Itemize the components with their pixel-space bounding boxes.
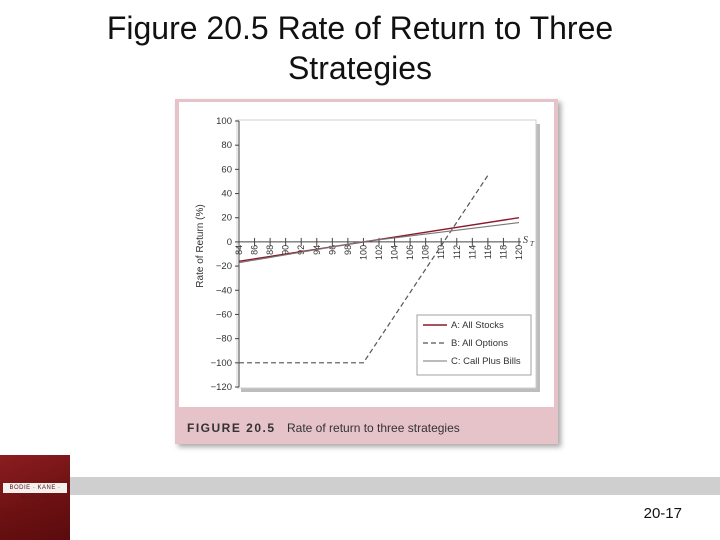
x-tick-label: 112 [452, 245, 462, 259]
x-tick-label: 114 [467, 245, 477, 259]
logo-strip: BODIE · KANE · MARCUS [3, 483, 67, 501]
y-tick-label: 20 [221, 213, 232, 224]
x-tick-label: 120 [514, 245, 524, 260]
figure-caption: Rate of return to three strategies [287, 421, 460, 435]
figure-card: 100 80 60 40 20 0 −20 −40 −60 −80 −100 −120 84 86 88 90… [175, 99, 558, 444]
y-tick-label: 40 [221, 189, 232, 200]
y-tick-label: 60 [221, 164, 232, 175]
figure-label: FIGURE 20.5 [187, 421, 276, 435]
x-axis-end-label: S [523, 235, 528, 246]
page-number: 20-17 [643, 505, 682, 522]
y-tick-label: 100 [216, 116, 232, 127]
figure-caption-bar: FIGURE 20.5 Rate of return to three stra… [175, 411, 558, 444]
x-tick-label: 98 [343, 245, 353, 255]
x-tick-label: 90 [281, 245, 291, 255]
legend-entry-all-options-label: B: All Options [451, 338, 508, 349]
x-tick-label: 84 [234, 245, 244, 255]
x-tick-label: 110 [436, 245, 446, 259]
legend-entry-all-stocks-label: A: All Stocks [451, 320, 504, 331]
series-all-options-line [239, 175, 489, 364]
x-tick-label: 88 [265, 245, 275, 255]
y-tick-label: −60 [216, 309, 232, 320]
footer-band [70, 477, 720, 495]
series-call-plus-bills-line [238, 222, 520, 264]
logo-text: BODIE · KANE · MARCUS [9, 485, 61, 501]
y-tick-label: −40 [216, 285, 232, 296]
y-tick-label: −120 [211, 382, 232, 393]
chart-panel: 100 80 60 40 20 0 −20 −40 −60 −80 −100 −120 84 86 88 90… [179, 102, 554, 407]
x-tick-label: 104 [390, 245, 400, 260]
x-tick-label: 116 [483, 245, 493, 259]
x-axis-end-label-subscript: T [530, 240, 535, 248]
y-tick-label: 80 [221, 140, 232, 151]
x-tick-label: 102 [374, 245, 384, 260]
y-tick-label: −20 [216, 261, 232, 272]
slide-title: Figure 20.5 Rate of Return to Three Stra… [106, 10, 614, 86]
y-axis-title: Rate of Return (%) [195, 204, 206, 287]
legend-entry-call-plus-bills-label: C: Call Plus Bills [451, 356, 521, 367]
x-tick-label: 92 [296, 245, 306, 255]
y-tick-label: −80 [216, 334, 232, 345]
x-tick-label: 108 [421, 245, 431, 260]
x-tick-label: 100 [358, 245, 368, 260]
x-tick-label: 118 [498, 245, 508, 259]
x-tick-label: 86 [250, 245, 260, 255]
x-tick-label: 96 [327, 245, 337, 255]
x-tick-label: 106 [405, 245, 415, 260]
publisher-logo: BODIE · KANE · MARCUS [0, 455, 70, 540]
y-tick-label: −100 [211, 358, 232, 369]
rate-of-return-chart: 100 80 60 40 20 0 −20 −40 −60 −80 −100 −120 84 86 88 90… [195, 116, 540, 393]
y-tick-label: 0 [227, 237, 232, 248]
